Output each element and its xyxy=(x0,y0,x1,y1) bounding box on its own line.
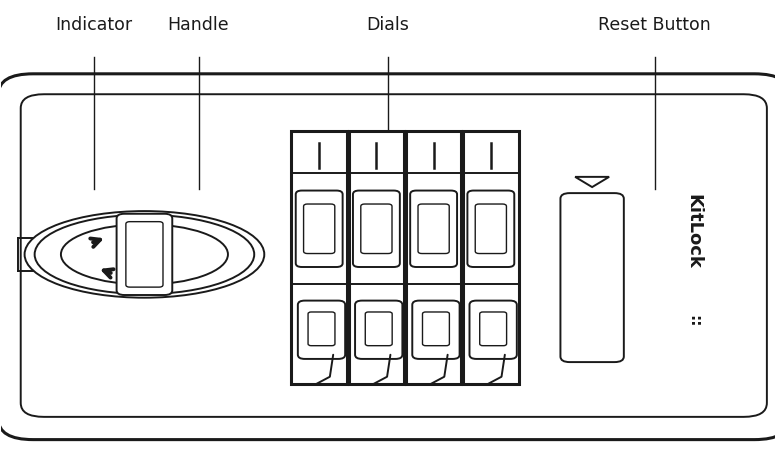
Text: KitLock: KitLock xyxy=(684,194,702,269)
Ellipse shape xyxy=(25,211,265,297)
FancyBboxPatch shape xyxy=(469,301,517,359)
FancyBboxPatch shape xyxy=(21,94,767,417)
Text: Dials: Dials xyxy=(366,16,410,34)
Polygon shape xyxy=(575,177,609,187)
FancyBboxPatch shape xyxy=(303,204,334,254)
FancyBboxPatch shape xyxy=(308,312,335,346)
Ellipse shape xyxy=(130,218,158,228)
FancyBboxPatch shape xyxy=(361,204,392,254)
FancyBboxPatch shape xyxy=(298,301,345,359)
Bar xyxy=(463,131,518,384)
FancyBboxPatch shape xyxy=(475,204,507,254)
FancyBboxPatch shape xyxy=(126,222,163,287)
Text: Handle: Handle xyxy=(168,16,230,34)
Bar xyxy=(291,131,347,384)
FancyBboxPatch shape xyxy=(411,191,457,267)
FancyBboxPatch shape xyxy=(296,191,343,267)
Ellipse shape xyxy=(61,224,228,284)
FancyBboxPatch shape xyxy=(480,312,507,346)
FancyBboxPatch shape xyxy=(0,74,776,439)
Bar xyxy=(406,131,462,384)
Text: Reset Button: Reset Button xyxy=(598,16,711,34)
Bar xyxy=(348,131,404,384)
FancyBboxPatch shape xyxy=(412,301,459,359)
FancyBboxPatch shape xyxy=(560,193,624,362)
FancyBboxPatch shape xyxy=(116,214,172,295)
Text: Indicator: Indicator xyxy=(56,16,133,34)
Text: ::: :: xyxy=(686,315,701,328)
FancyBboxPatch shape xyxy=(467,191,514,267)
FancyBboxPatch shape xyxy=(355,301,403,359)
FancyBboxPatch shape xyxy=(418,204,449,254)
FancyBboxPatch shape xyxy=(353,191,400,267)
Ellipse shape xyxy=(35,215,255,294)
Ellipse shape xyxy=(130,281,158,290)
FancyBboxPatch shape xyxy=(422,312,449,346)
FancyBboxPatch shape xyxy=(365,312,392,346)
